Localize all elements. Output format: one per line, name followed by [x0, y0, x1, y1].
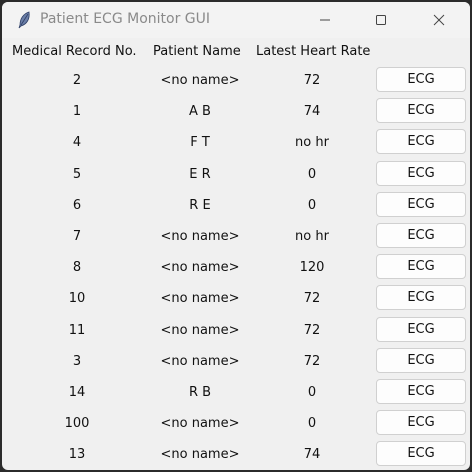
- table-row: 2 <no name> 72 ECG: [2, 65, 470, 96]
- window-title: Patient ECG Monitor GUI: [40, 11, 211, 27]
- patient-name: R E: [189, 197, 211, 213]
- table-row: 5 E R 0 ECG: [2, 159, 470, 190]
- record-number: 6: [72, 197, 82, 213]
- ecg-button[interactable]: ECG: [376, 410, 466, 436]
- heart-rate: no hr: [295, 229, 329, 244]
- patient-name: F T: [190, 135, 210, 151]
- ecg-button[interactable]: ECG: [376, 160, 466, 186]
- patient-name: <no name>: [160, 260, 240, 276]
- record-number: 11: [68, 322, 86, 338]
- patient-name: A B: [189, 104, 211, 120]
- table-row: 3 <no name> 72 ECG: [2, 346, 470, 377]
- record-number: 3: [72, 353, 82, 369]
- heart-rate: 72: [303, 291, 321, 307]
- header-heart-rate: Latest Heart Rate: [256, 44, 371, 59]
- table-row: 10 <no name> 72 ECG: [2, 283, 470, 314]
- patient-name: <no name>: [160, 291, 240, 307]
- record-number: 4: [72, 135, 82, 151]
- patient-name: <no name>: [160, 229, 240, 244]
- maximize-button[interactable]: [358, 2, 404, 38]
- patient-name: <no name>: [160, 416, 240, 432]
- header-record-number: Medical Record No.: [12, 44, 137, 59]
- heart-rate: 120: [299, 260, 325, 276]
- heart-rate: 0: [307, 416, 317, 432]
- record-number: 2: [72, 73, 82, 88]
- ecg-button[interactable]: ECG: [376, 316, 466, 342]
- heart-rate: 72: [303, 353, 321, 369]
- table-row: 1 A B 74 ECG: [2, 96, 470, 127]
- patient-name: <no name>: [160, 447, 240, 463]
- patient-table: Medical Record No. Patient Name Latest H…: [2, 38, 470, 470]
- ecg-button[interactable]: ECG: [376, 254, 466, 280]
- record-number: 13: [68, 447, 86, 463]
- ecg-button[interactable]: ECG: [376, 129, 466, 155]
- record-number: 8: [72, 260, 82, 276]
- header-patient-name: Patient Name: [153, 44, 241, 59]
- heart-rate: 72: [303, 322, 321, 338]
- table-row: 7 <no name> no hr ECG: [2, 221, 470, 252]
- heart-rate: 74: [303, 447, 321, 463]
- ecg-button[interactable]: ECG: [376, 285, 466, 311]
- table-row: 14 R B 0 ECG: [2, 377, 470, 408]
- patient-name: <no name>: [160, 73, 240, 88]
- record-number: 1: [72, 104, 82, 120]
- heart-rate: 0: [307, 197, 317, 213]
- record-number: 5: [72, 166, 82, 182]
- minimize-button[interactable]: [302, 2, 348, 38]
- ecg-button[interactable]: ECG: [376, 441, 466, 467]
- ecg-button[interactable]: ECG: [376, 67, 466, 92]
- maximize-icon: [376, 15, 386, 25]
- heart-rate: no hr: [295, 135, 329, 151]
- minimize-icon: [320, 19, 330, 21]
- heart-rate: 72: [303, 73, 321, 88]
- table-row: 6 R E 0 ECG: [2, 190, 470, 221]
- heart-rate: 74: [303, 104, 321, 120]
- patient-name: <no name>: [160, 353, 240, 369]
- ecg-button[interactable]: ECG: [376, 347, 466, 373]
- table-row: 100 <no name> 0 ECG: [2, 408, 470, 439]
- table-row: 11 <no name> 72 ECG: [2, 315, 470, 346]
- feather-icon: [16, 11, 32, 29]
- ecg-button[interactable]: ECG: [376, 379, 466, 404]
- heart-rate: 0: [307, 385, 317, 400]
- record-number: 100: [64, 416, 90, 432]
- heart-rate: 0: [307, 166, 317, 182]
- record-number: 10: [68, 291, 86, 307]
- patient-name: E R: [189, 166, 211, 182]
- ecg-button[interactable]: ECG: [376, 223, 466, 248]
- patient-name: R B: [188, 385, 212, 400]
- record-number: 7: [72, 229, 82, 244]
- patient-name: <no name>: [160, 322, 240, 338]
- ecg-button[interactable]: ECG: [376, 98, 466, 124]
- table-row: 4 F T no hr ECG: [2, 127, 470, 158]
- table-row: 13 <no name> 74 ECG: [2, 439, 470, 470]
- close-button[interactable]: [416, 2, 462, 38]
- table-row: 8 <no name> 120 ECG: [2, 252, 470, 283]
- close-icon: [433, 14, 445, 26]
- title-bar[interactable]: Patient ECG Monitor GUI: [2, 2, 470, 38]
- ecg-button[interactable]: ECG: [376, 191, 466, 217]
- record-number: 14: [68, 385, 86, 400]
